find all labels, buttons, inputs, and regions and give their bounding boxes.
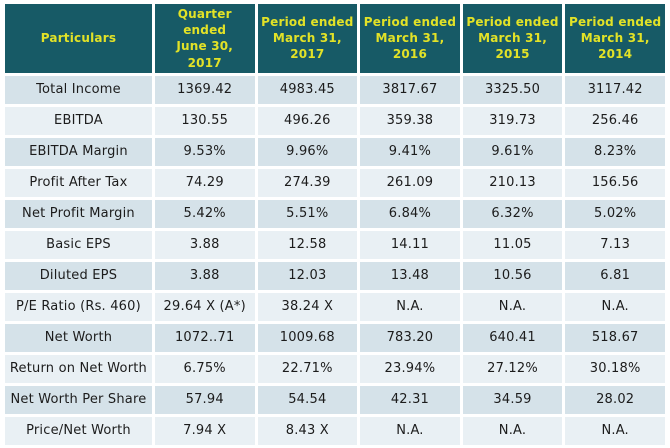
cell-value: 23.94% <box>360 354 460 383</box>
cell-value: 6.75% <box>154 354 255 383</box>
cell-value: 496.26 <box>257 106 358 135</box>
cell-value: 3817.67 <box>360 75 460 104</box>
cell-value: 5.02% <box>565 199 665 228</box>
cell-value: 5.51% <box>257 199 358 228</box>
table-row: Net Worth 1072..71 1009.68 783.20 640.41 518.… <box>5 323 665 352</box>
header-line1: Period ended <box>261 15 354 30</box>
cell-value: 29.64 X (A*) <box>154 292 255 321</box>
cell-value: 10.56 <box>462 261 563 290</box>
cell-value: 783.20 <box>360 323 460 352</box>
cell-value: 8.23% <box>565 137 665 166</box>
header-line2: March 31, 2014 <box>580 31 650 62</box>
cell-value: 156.56 <box>565 168 665 197</box>
header-cell-period-mar-2017: Period ended March 31, 2017 <box>257 4 358 73</box>
row-label: Profit After Tax <box>5 168 152 197</box>
row-label: Return on Net Worth <box>5 354 152 383</box>
row-label: EBITDA Margin <box>5 137 152 166</box>
header-row: Particulars Quarter ended June 30, 2017 … <box>5 4 665 73</box>
row-label: Net Worth <box>5 323 152 352</box>
table-row: Basic EPS 3.88 12.58 14.11 11.05 7.13 <box>5 230 665 259</box>
row-label: Net Worth Per Share <box>5 385 152 414</box>
table-row: Profit After Tax 74.29 274.39 261.09 210.13 1… <box>5 168 665 197</box>
cell-value: 13.48 <box>360 261 460 290</box>
cell-value: 22.71% <box>257 354 358 383</box>
cell-value: 640.41 <box>462 323 563 352</box>
header-line1: Quarter ended <box>177 7 232 38</box>
cell-value: 7.13 <box>565 230 665 259</box>
cell-value: 1009.68 <box>257 323 358 352</box>
cell-value: N.A. <box>360 292 460 321</box>
row-label: Total Income <box>5 75 152 104</box>
cell-value: 34.59 <box>462 385 563 414</box>
header-line1: Period ended <box>466 15 559 30</box>
table-row: Return on Net Worth 6.75% 22.71% 23.94% 27.1… <box>5 354 665 383</box>
table-row: Total Income 1369.42 4983.45 3817.67 3325.50… <box>5 75 665 104</box>
cell-value: 518.67 <box>565 323 665 352</box>
cell-value: 4983.45 <box>257 75 358 104</box>
cell-value: 42.31 <box>360 385 460 414</box>
header-cell-period-mar-2015: Period ended March 31, 2015 <box>462 4 563 73</box>
header-line2: June 30, 2017 <box>176 39 234 70</box>
cell-value: N.A. <box>462 292 563 321</box>
table-row: EBITDA 130.55 496.26 359.38 319.73 256.46 <box>5 106 665 135</box>
cell-value: 12.03 <box>257 261 358 290</box>
cell-value: 38.24 X <box>257 292 358 321</box>
cell-value: 1072..71 <box>154 323 255 352</box>
header-line2: March 31, 2017 <box>272 31 342 62</box>
cell-value: 359.38 <box>360 106 460 135</box>
table-body: Total Income 1369.42 4983.45 3817.67 3325.50… <box>5 75 665 445</box>
table-row: Net Profit Margin 5.42% 5.51% 6.84% 6.32% 5.0… <box>5 199 665 228</box>
cell-value: 74.29 <box>154 168 255 197</box>
cell-value: 12.58 <box>257 230 358 259</box>
cell-value: 6.84% <box>360 199 460 228</box>
cell-value: 319.73 <box>462 106 563 135</box>
cell-value: 130.55 <box>154 106 255 135</box>
cell-value: 6.32% <box>462 199 563 228</box>
row-label: Diluted EPS <box>5 261 152 290</box>
cell-value: 274.39 <box>257 168 358 197</box>
cell-value: 9.53% <box>154 137 255 166</box>
cell-value: 11.05 <box>462 230 563 259</box>
row-label: P/E Ratio (Rs. 460) <box>5 292 152 321</box>
cell-value: 30.18% <box>565 354 665 383</box>
cell-value: 27.12% <box>462 354 563 383</box>
table-row: EBITDA Margin 9.53% 9.96% 9.41% 9.61% 8.23% <box>5 137 665 166</box>
cell-value: 9.96% <box>257 137 358 166</box>
cell-value: 261.09 <box>360 168 460 197</box>
row-label: Basic EPS <box>5 230 152 259</box>
header-cell-period-mar-2014: Period ended March 31, 2014 <box>565 4 665 73</box>
cell-value: 9.61% <box>462 137 563 166</box>
row-label: Net Profit Margin <box>5 199 152 228</box>
header-line2: March 31, 2016 <box>375 31 445 62</box>
cell-value: 210.13 <box>462 168 563 197</box>
header-line1: Period ended <box>363 15 457 30</box>
financial-summary-page: Particulars Quarter ended June 30, 2017 … <box>5 4 665 445</box>
cell-value: 6.81 <box>565 261 665 290</box>
cell-value: 1369.42 <box>154 75 255 104</box>
table-row: Net Worth Per Share 57.94 54.54 42.31 34.59 2… <box>5 385 665 414</box>
header-line1: Period ended <box>568 15 662 30</box>
cell-value: N.A. <box>565 292 665 321</box>
cell-value: 3.88 <box>154 230 255 259</box>
cell-value: 28.02 <box>565 385 665 414</box>
cell-value: 256.46 <box>565 106 665 135</box>
cell-value: 3.88 <box>154 261 255 290</box>
cell-value: 14.11 <box>360 230 460 259</box>
cell-value: 3117.42 <box>565 75 665 104</box>
table-row: P/E Ratio (Rs. 460) 29.64 X (A*) 38.24 X N.… <box>5 292 665 321</box>
table-row: Diluted EPS 3.88 12.03 13.48 10.56 6.81 <box>5 261 665 290</box>
cell-value: 5.42% <box>154 199 255 228</box>
header-line1: Particulars <box>40 31 117 46</box>
header-cell-particulars: Particulars <box>5 4 152 73</box>
cell-value: 54.54 <box>257 385 358 414</box>
header-line2: March 31, 2015 <box>478 31 547 62</box>
cell-value: 9.41% <box>360 137 460 166</box>
header-cell-period-mar-2016: Period ended March 31, 2016 <box>360 4 460 73</box>
row-label: EBITDA <box>5 106 152 135</box>
cell-value: 57.94 <box>154 385 255 414</box>
header-cell-quarter-jun-2017: Quarter ended June 30, 2017 <box>154 4 255 73</box>
cell-value: 3325.50 <box>462 75 563 104</box>
